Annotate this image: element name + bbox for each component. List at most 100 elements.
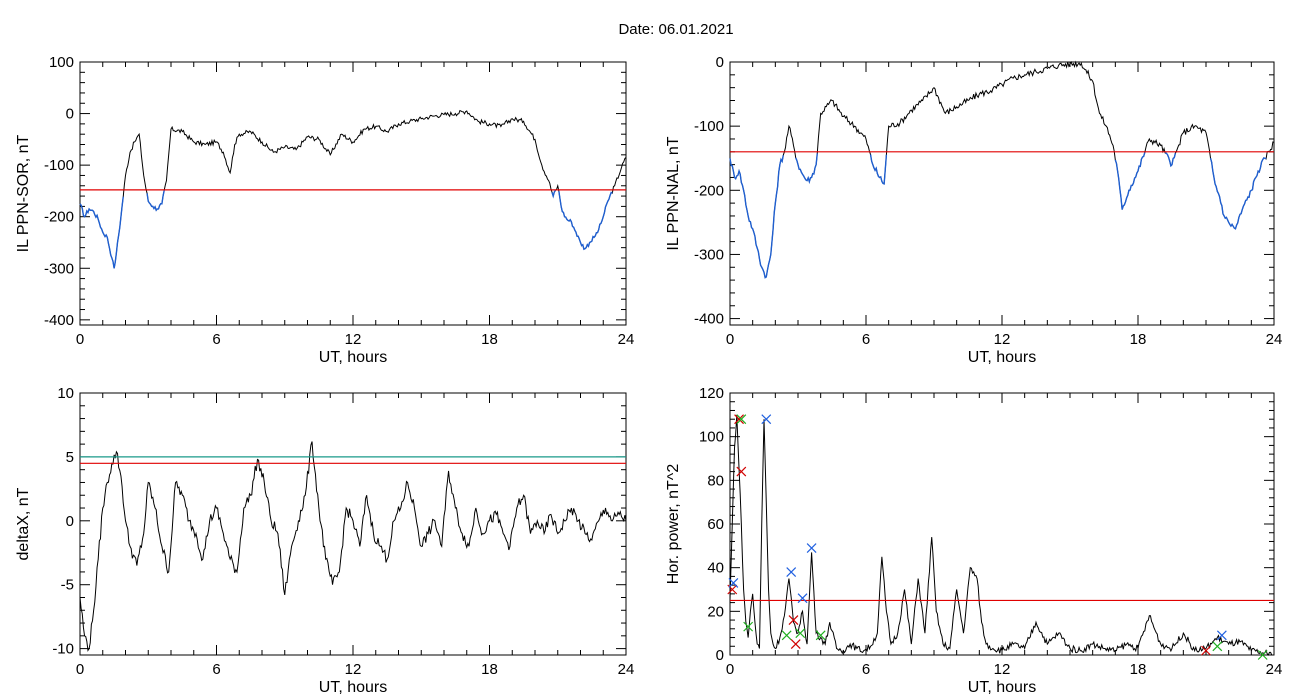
chart-sor: 0 6 12 18 24 -400 -300 -200 -100 0 100 UT, hours IL … bbox=[15, 54, 634, 366]
x-tick-label: 6 bbox=[212, 331, 220, 348]
chart-power: 0 6 12 18 24 0 20 40 60 80 100 120 UT, hours Hor. pow… bbox=[665, 385, 1282, 696]
y-tick-label: -400 bbox=[694, 311, 724, 328]
cross-marker-blue bbox=[797, 593, 808, 604]
y-tick-label: -400 bbox=[44, 312, 74, 329]
below-threshold-line bbox=[869, 154, 888, 185]
series-line bbox=[729, 414, 1274, 656]
cross-stroke bbox=[1257, 650, 1268, 660]
y-tick-label: 0 bbox=[716, 647, 724, 664]
cross-marker-blue bbox=[761, 414, 772, 425]
cross-marker-red bbox=[727, 584, 738, 595]
plot-frame bbox=[729, 61, 1275, 326]
x-tick-label: 6 bbox=[862, 661, 870, 678]
below-threshold-line bbox=[79, 196, 124, 269]
x-tick-label: 12 bbox=[994, 661, 1011, 678]
below-threshold-line bbox=[1165, 152, 1177, 168]
series-line bbox=[79, 441, 627, 652]
x-axis-label: UT, hours bbox=[968, 349, 1036, 366]
x-tick-label: 0 bbox=[726, 331, 734, 348]
below-threshold-line bbox=[1114, 152, 1146, 210]
y-tick-label: 0 bbox=[66, 513, 74, 530]
cross-marker-green bbox=[743, 621, 754, 632]
y-tick-label: 120 bbox=[699, 385, 724, 402]
y-tick-label: 100 bbox=[699, 429, 724, 446]
cross-marker-red bbox=[1201, 645, 1211, 656]
x-tick-label: 18 bbox=[1130, 661, 1147, 678]
x-tick-label: 18 bbox=[481, 331, 498, 348]
cross-marker-red bbox=[788, 615, 799, 625]
y-tick-label: 80 bbox=[707, 472, 724, 489]
cross-marker-blue bbox=[786, 567, 797, 577]
x-tick-label: 6 bbox=[212, 661, 220, 678]
y-tick-label: 100 bbox=[49, 54, 74, 71]
y-tick-label: 40 bbox=[707, 560, 724, 577]
y-tick-label: 0 bbox=[716, 54, 724, 71]
y-axis-label: Hor. power, nT^2 bbox=[665, 464, 682, 585]
x-axis-label: UT, hours bbox=[319, 679, 387, 696]
cross-stroke bbox=[795, 628, 806, 639]
below-threshold-line bbox=[795, 153, 818, 185]
cross-marker-green bbox=[1257, 650, 1268, 660]
cross-stroke bbox=[736, 466, 747, 477]
y-tick-label: -5 bbox=[61, 577, 74, 594]
y-tick-label: -10 bbox=[52, 641, 74, 658]
cross-stroke bbox=[734, 414, 744, 425]
cross-stroke bbox=[786, 567, 797, 577]
cross-stroke bbox=[1201, 645, 1211, 656]
cross-marker-green bbox=[815, 630, 826, 641]
x-tick-label: 0 bbox=[76, 661, 84, 678]
x-axis-label: UT, hours bbox=[968, 679, 1036, 696]
plot-frame bbox=[79, 61, 627, 326]
x-tick-label: 12 bbox=[345, 331, 362, 348]
cross-stroke bbox=[806, 543, 817, 553]
x-tick-label: 6 bbox=[862, 331, 870, 348]
x-tick-label: 0 bbox=[76, 331, 84, 348]
y-axis-label: IL PPN-SOR, nT bbox=[15, 134, 32, 252]
x-tick-label: 18 bbox=[481, 661, 498, 678]
y-tick-label: 20 bbox=[707, 603, 724, 620]
x-tick-label: 24 bbox=[618, 331, 635, 348]
below-threshold-line bbox=[729, 155, 784, 279]
x-tick-label: 18 bbox=[1130, 331, 1147, 348]
cross-marker-blue bbox=[1216, 630, 1227, 641]
x-tick-label: 0 bbox=[726, 661, 734, 678]
cross-stroke bbox=[728, 578, 739, 588]
cross-marker-green bbox=[1212, 641, 1223, 652]
cross-marker-blue bbox=[806, 543, 817, 553]
y-axis-label: deltaX, nT bbox=[15, 487, 32, 560]
figure-title: Date: 06.01.2021 bbox=[618, 21, 733, 38]
cross-marker-green bbox=[795, 628, 806, 639]
y-tick-label: 60 bbox=[707, 516, 724, 533]
plot-frame bbox=[729, 392, 1275, 656]
y-axis-label: IL PPN-NAL, nT bbox=[665, 136, 682, 250]
below-threshold-line bbox=[551, 189, 557, 199]
series-line bbox=[729, 60, 1275, 279]
y-tick-label: -100 bbox=[694, 118, 724, 135]
cross-stroke bbox=[1212, 641, 1223, 652]
x-tick-label: 24 bbox=[618, 661, 635, 678]
x-axis-label: UT, hours bbox=[319, 349, 387, 366]
y-tick-label: -300 bbox=[694, 246, 724, 263]
cross-marker-red bbox=[734, 414, 744, 425]
y-tick-label: -300 bbox=[44, 260, 74, 277]
cross-stroke bbox=[797, 593, 808, 604]
below-threshold-line bbox=[558, 191, 613, 251]
cross-stroke bbox=[781, 630, 792, 641]
cross-stroke bbox=[815, 630, 826, 641]
y-tick-label: 10 bbox=[57, 385, 74, 402]
y-tick-label: -200 bbox=[694, 182, 724, 199]
x-tick-label: 24 bbox=[1266, 331, 1283, 348]
cross-marker-red bbox=[736, 466, 747, 477]
x-tick-label: 12 bbox=[994, 331, 1011, 348]
cross-stroke bbox=[1216, 630, 1227, 641]
y-tick-label: -200 bbox=[44, 209, 74, 226]
x-tick-label: 24 bbox=[1266, 661, 1283, 678]
y-tick-label: 0 bbox=[66, 106, 74, 123]
y-tick-label: -100 bbox=[44, 157, 74, 174]
cross-stroke bbox=[743, 621, 754, 632]
y-tick-label: 5 bbox=[66, 449, 74, 466]
x-tick-label: 12 bbox=[345, 661, 362, 678]
chart-nal: 0 6 12 18 24 -400 -300 -200 -100 0 UT, hours IL PPN… bbox=[665, 54, 1282, 366]
below-threshold-line bbox=[146, 190, 165, 212]
